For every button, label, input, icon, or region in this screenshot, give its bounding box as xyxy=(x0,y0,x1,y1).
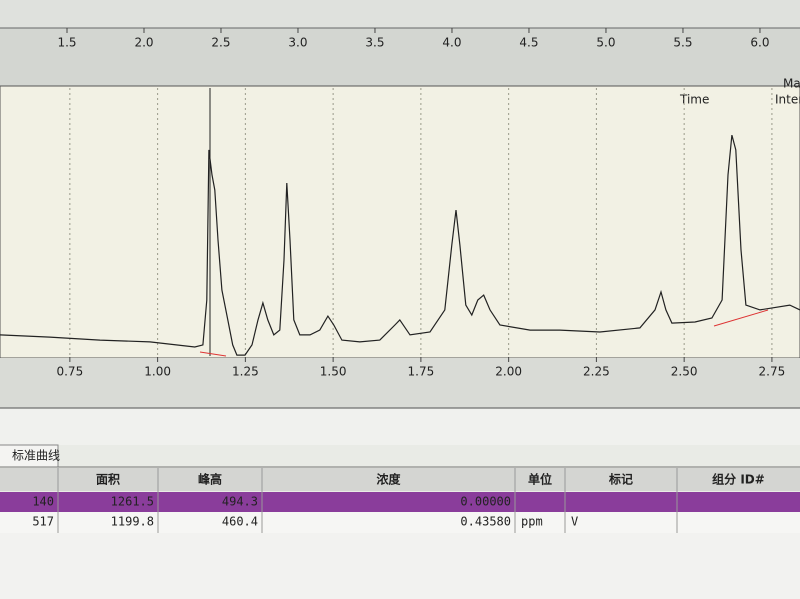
table-cell[interactable]: 494.3 xyxy=(222,495,258,509)
top-tick-label: 3.0 xyxy=(288,36,307,50)
column-header: 组分 ID# xyxy=(712,472,765,487)
column-header: 面积 xyxy=(96,472,120,487)
table-cell[interactable]: 0.43580 xyxy=(460,515,511,529)
baseline-marker xyxy=(199,351,227,357)
plot-area xyxy=(0,85,800,359)
x-tick-label: 2.00 xyxy=(495,365,522,379)
table-cell[interactable]: 140 xyxy=(32,495,54,509)
selected-row[interactable] xyxy=(0,492,800,512)
x-tick-label: 2.50 xyxy=(671,365,698,379)
column-header: 单位 xyxy=(528,472,552,487)
top-tick-label: 4.5 xyxy=(519,36,538,50)
label-ma: Ma xyxy=(783,77,800,91)
top-tick-label: 1.5 xyxy=(57,36,76,50)
table-header xyxy=(0,468,800,491)
top-axis-band xyxy=(0,28,800,86)
x-tick-label: 0.75 xyxy=(56,365,83,379)
top-tick-label: 3.5 xyxy=(365,36,384,50)
table-cell[interactable]: ppm xyxy=(521,515,543,529)
x-tick-label: 2.75 xyxy=(759,365,786,379)
column-header: 峰高 xyxy=(198,472,222,487)
table-row[interactable] xyxy=(0,512,800,533)
top-tick-label: 4.0 xyxy=(442,36,461,50)
top-tick-label: 5.0 xyxy=(596,36,615,50)
x-axis-band xyxy=(0,358,800,408)
table-cell[interactable]: 0.00000 xyxy=(460,495,511,509)
x-tick-label: 1.00 xyxy=(144,365,171,379)
table-cell[interactable]: 1199.8 xyxy=(111,515,154,529)
table-empty xyxy=(0,533,800,599)
x-tick-label: 1.75 xyxy=(408,365,435,379)
blank-panel xyxy=(0,409,800,445)
top-tick-label: 2.5 xyxy=(211,36,230,50)
top-tick-label: 5.5 xyxy=(673,36,692,50)
label-time: Time xyxy=(679,93,709,107)
chromatogram-trace xyxy=(0,134,800,356)
table-cell[interactable]: 517 xyxy=(32,515,54,529)
x-tick-label: 1.50 xyxy=(320,365,347,379)
top-band xyxy=(0,0,800,28)
table-cell[interactable]: 1261.5 xyxy=(111,495,154,509)
x-tick-label: 1.25 xyxy=(232,365,259,379)
x-tick-label: 2.25 xyxy=(583,365,610,379)
column-header: 标记 xyxy=(608,472,633,487)
top-tick-label: 2.0 xyxy=(134,36,153,50)
top-tick-label: 6.0 xyxy=(750,36,769,50)
label-inter: Inter xyxy=(775,93,800,107)
baseline-marker xyxy=(713,309,769,327)
column-header: 浓度 xyxy=(376,472,401,487)
table-cell[interactable]: V xyxy=(571,515,578,529)
table-cell[interactable]: 460.4 xyxy=(222,515,258,529)
tab-label[interactable]: 标准曲线 xyxy=(12,449,60,463)
